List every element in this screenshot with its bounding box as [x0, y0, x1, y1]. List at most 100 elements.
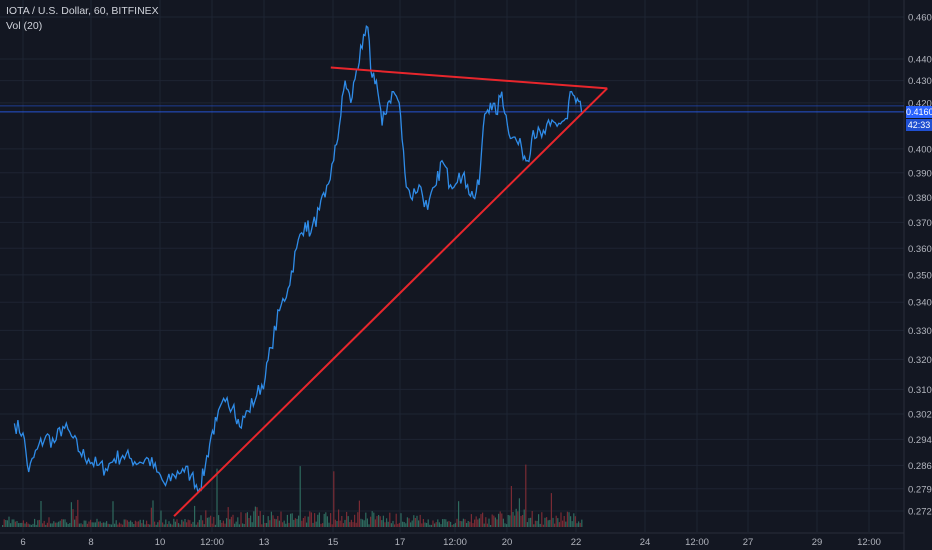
volume-bar — [229, 519, 231, 527]
volume-bar — [314, 513, 316, 527]
volume-bar — [290, 513, 292, 527]
volume-bar — [45, 524, 47, 527]
volume-bar — [440, 524, 442, 527]
volume-bar — [496, 519, 498, 527]
volume-bar — [488, 518, 490, 527]
volume-bar — [370, 516, 372, 527]
volume-bar — [486, 523, 488, 527]
volume-bar — [445, 519, 447, 527]
volume-bar — [296, 518, 298, 527]
volume-indicator-label[interactable]: Vol (20) — [6, 20, 43, 32]
volume-bar — [99, 521, 101, 527]
volume-bar — [458, 501, 460, 527]
volume-bar — [506, 524, 508, 527]
volume-bar — [390, 523, 392, 527]
volume-bar — [30, 524, 32, 527]
volume-bar — [498, 513, 500, 527]
volume-bar — [125, 519, 127, 527]
volume-bar — [67, 524, 69, 527]
volume-bar — [467, 521, 469, 527]
x-tick-label: 13 — [259, 537, 270, 548]
volume-bar — [224, 523, 226, 527]
volume-bar — [61, 519, 63, 527]
current-price-tag: 0.4160 — [906, 106, 932, 118]
volume-bar — [408, 518, 410, 527]
volume-bar — [56, 522, 58, 527]
volume-bar — [211, 523, 213, 527]
volume-bar — [216, 468, 218, 527]
volume-bar — [574, 516, 576, 527]
volume-bar — [517, 511, 519, 527]
volume-bar — [227, 507, 229, 527]
x-tick-label: 6 — [20, 537, 25, 548]
volume-bar — [325, 512, 327, 527]
volume-bar — [571, 521, 573, 527]
volume-bar — [133, 524, 135, 527]
volume-bar — [315, 521, 317, 527]
volume-bar — [307, 516, 309, 527]
volume-bar — [502, 518, 504, 527]
volume-bar — [232, 514, 234, 527]
volume-bar — [523, 509, 525, 527]
x-axis-labels: 6 8 10 12:00 13 15 17 12:00 20 22 24 12:00 27 29 12:00 — [20, 537, 881, 548]
volume-bar — [93, 522, 95, 527]
volume-bar — [294, 518, 296, 527]
volume-bar — [165, 519, 167, 527]
x-tick-label: 12:00 — [857, 537, 881, 548]
volume-bar — [64, 519, 66, 527]
volume-bar — [434, 523, 436, 527]
volume-bar — [154, 521, 156, 527]
x-tick-label: 27 — [743, 537, 754, 548]
volume-bar — [286, 514, 288, 527]
volume-bar — [557, 518, 559, 527]
volume-bar — [398, 522, 400, 527]
volume-bar — [373, 512, 375, 527]
x-tick-label: 8 — [88, 537, 93, 548]
volume-bar — [238, 524, 240, 527]
volume-bar — [51, 523, 53, 527]
x-tick-label: 29 — [812, 537, 823, 548]
volume-bar — [368, 524, 370, 527]
volume-bar — [402, 521, 404, 527]
volume-bar — [451, 524, 453, 527]
volume-bar — [280, 511, 282, 527]
volume-bar — [470, 514, 472, 527]
volume-bar — [226, 518, 228, 527]
volume-bar — [50, 523, 52, 527]
x-tick-label: 17 — [395, 537, 406, 548]
volume-bar — [102, 522, 104, 527]
volume-bar — [426, 523, 428, 527]
volume-bar — [454, 522, 456, 527]
volume-bar — [405, 523, 407, 527]
volume-bar — [397, 523, 399, 527]
x-tick-label: 24 — [640, 537, 651, 548]
volume-bar — [416, 515, 418, 527]
volume-bar — [142, 519, 144, 527]
volume-bar — [330, 513, 332, 527]
volume-bar — [131, 522, 133, 527]
volume-bar — [42, 523, 44, 527]
volume-bar — [214, 524, 216, 527]
volume-bar — [16, 521, 18, 527]
volume-bar — [26, 521, 28, 527]
volume-bar — [262, 515, 264, 527]
volume-bar — [411, 520, 413, 527]
volume-bar — [150, 507, 152, 527]
volume-bar — [538, 514, 540, 527]
volume-bar — [182, 521, 184, 527]
volume-bars — [2, 464, 583, 527]
volume-bar — [82, 524, 84, 527]
volume-bar — [283, 520, 285, 527]
volume-bar — [13, 519, 15, 527]
volume-bar — [96, 518, 98, 527]
volume-bar — [205, 510, 207, 527]
volume-bar — [29, 524, 31, 527]
volume-bar — [144, 524, 146, 527]
